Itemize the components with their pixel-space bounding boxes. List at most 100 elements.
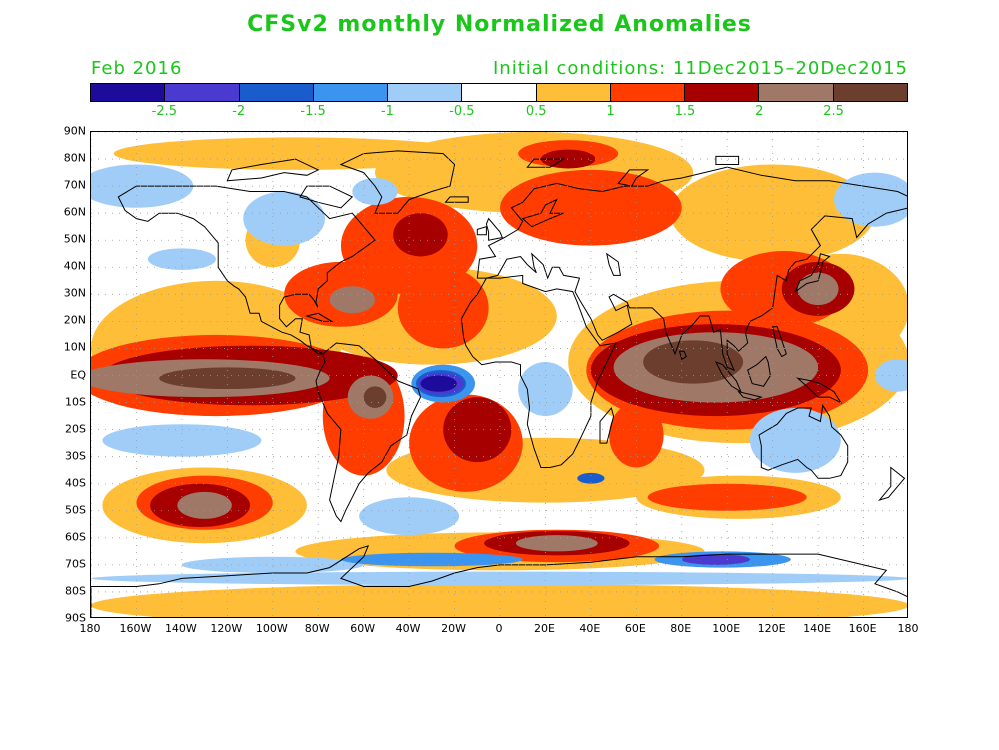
anomaly-region — [443, 397, 512, 463]
anomaly-region — [91, 571, 907, 586]
legend-label: -0.5 — [449, 104, 475, 119]
legend-swatch — [388, 84, 463, 101]
coastline — [460, 274, 617, 468]
legend-swatch — [536, 84, 611, 101]
anomaly-region — [749, 407, 841, 473]
longitude-label: 60E — [624, 622, 646, 635]
coastline — [758, 403, 849, 479]
latitude-label: 80S — [65, 584, 86, 598]
anomaly-region — [363, 386, 387, 408]
latitude-label: 90N — [63, 124, 86, 138]
anomaly-region — [340, 552, 523, 567]
latitude-label: EQ — [70, 368, 86, 381]
anomaly-region — [393, 213, 448, 257]
coastline — [747, 355, 771, 387]
legend-swatch — [239, 84, 314, 101]
longitude-label: 140E — [803, 622, 832, 635]
longitude-label: 180 — [79, 622, 101, 635]
coastline — [714, 361, 742, 393]
legend-label: -1 — [380, 104, 394, 119]
coastline — [678, 350, 687, 361]
coastline — [305, 312, 334, 322]
anomaly-region — [113, 137, 478, 170]
legend-label: -2.5 — [151, 104, 178, 119]
longitude-label: 0 — [495, 622, 503, 635]
coastline — [91, 545, 907, 617]
longitude-label: 40W — [395, 622, 421, 635]
coastline — [772, 326, 787, 358]
legend-swatch — [462, 84, 537, 101]
anomaly-region — [834, 172, 907, 227]
coastline — [878, 466, 906, 501]
coastline — [476, 226, 487, 236]
legend-label: 1.5 — [674, 104, 696, 119]
longitude-label: 80E — [670, 622, 692, 635]
anomaly-region — [359, 497, 460, 536]
longitude-label: 60W — [350, 622, 376, 635]
anomaly-region — [797, 272, 839, 306]
coastline — [226, 158, 320, 182]
longitude-label: 160E — [848, 622, 877, 635]
latitude-label: 70S — [65, 557, 86, 571]
coastline — [617, 169, 650, 187]
latitude-label: 50S — [65, 503, 86, 517]
anomaly-region — [420, 375, 457, 392]
anomaly-region — [159, 367, 296, 390]
legend-label: -1.5 — [300, 104, 326, 119]
color-legend — [90, 83, 908, 102]
coastline — [485, 217, 504, 241]
longitude-label: 20E — [533, 622, 555, 635]
anomaly-region — [540, 149, 596, 169]
latitude-label: 20S — [65, 422, 86, 436]
legend-swatch — [313, 84, 389, 101]
legend-swatch — [165, 84, 240, 101]
anomaly-region — [147, 248, 216, 270]
longitude-label: 40E — [579, 622, 601, 635]
coastline — [521, 198, 564, 228]
legend-label: -2 — [232, 104, 246, 119]
legend-swatch — [759, 84, 834, 101]
anomaly-region — [577, 472, 605, 484]
legend-label: 0.5 — [525, 104, 547, 119]
coastline — [737, 390, 763, 401]
coastline — [117, 185, 376, 355]
longitude-label: 80W — [304, 622, 330, 635]
longitude-label: 160W — [119, 622, 152, 635]
latitude-label: 50N — [63, 232, 86, 246]
latitude-label: 90S — [65, 611, 86, 625]
anomaly-region — [647, 483, 807, 511]
latitude-label: 10S — [65, 395, 86, 409]
latitude-label: 60S — [65, 530, 86, 544]
anomaly-region — [352, 177, 398, 206]
longitude-label: 20W — [441, 622, 466, 635]
legend-label: 2 — [755, 104, 764, 119]
latitude-label: 30N — [63, 286, 86, 300]
anomaly-region — [515, 535, 598, 552]
longitude-label: 120E — [757, 622, 786, 635]
latitude-label: 10N — [63, 340, 86, 354]
initial-conditions: Initial conditions: 11Dec2015–20Dec2015 — [492, 58, 908, 79]
latitude-label: 80N — [63, 151, 86, 165]
longitude-label: 180 — [897, 622, 919, 635]
coastline — [339, 150, 456, 214]
coastline — [444, 196, 469, 203]
coastline — [526, 158, 566, 168]
legend-swatch — [610, 84, 686, 101]
map-canvas — [91, 132, 907, 617]
anomaly-region — [670, 164, 875, 262]
coastline — [599, 406, 615, 444]
longitude-label: 100E — [712, 622, 741, 635]
anomaly-region — [177, 491, 232, 519]
legend-swatch — [685, 84, 760, 101]
anomaly-region — [243, 191, 326, 246]
latitude-label: 30S — [65, 449, 86, 463]
legend-label: 1 — [606, 104, 615, 119]
latitude-label: 60N — [63, 205, 86, 219]
latitude-label: 20N — [63, 313, 86, 327]
coastline — [476, 166, 907, 372]
longitude-label: 100W — [255, 622, 288, 635]
longitude-label: 140W — [164, 622, 197, 635]
anomaly-region — [681, 554, 750, 565]
latitude-label: 40S — [65, 476, 86, 490]
color-legend-labels: -2.5 -2 -1.5 -1 -0.5 0.5 1 1.5 2 2.5 — [90, 104, 908, 120]
